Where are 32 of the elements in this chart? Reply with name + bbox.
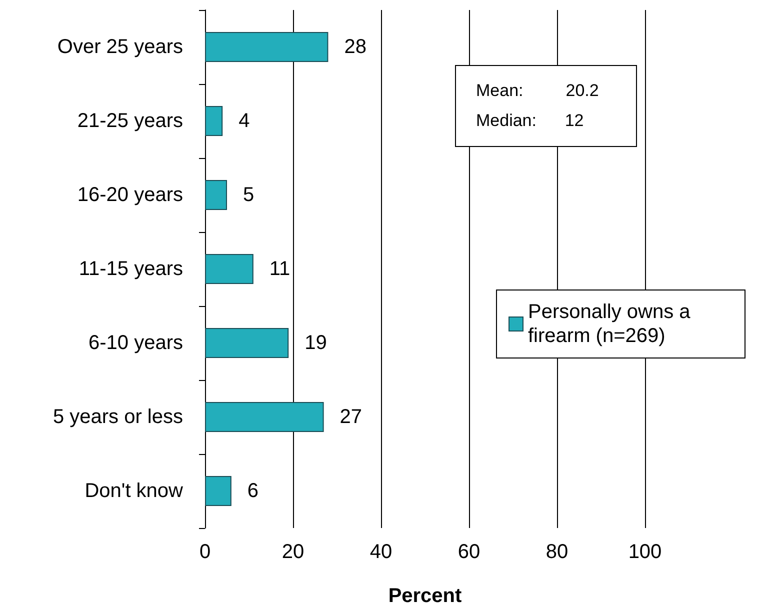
x-axis-title: Percent <box>388 585 462 607</box>
data-label: 19 <box>304 332 327 354</box>
data-label: 6 <box>247 480 259 502</box>
y-tick-label: 11-15 years <box>78 258 183 280</box>
data-label: 28 <box>344 36 366 58</box>
y-tick-label: 21-25 years <box>77 110 183 132</box>
bar <box>205 328 289 358</box>
note-box: Mean: 20.2 Median: 12 <box>455 65 637 147</box>
bar <box>205 180 227 210</box>
y-tick-label: Don't know <box>84 480 184 502</box>
y-tick-label: Over 25 years <box>57 36 183 58</box>
bar <box>205 476 232 506</box>
y-tick-label: 16-20 years <box>77 184 183 206</box>
bar <box>205 254 254 284</box>
x-tick-label: 0 <box>199 541 211 563</box>
x-tick-label: 100 <box>628 541 662 563</box>
x-tick-label: 60 <box>458 541 480 563</box>
bar <box>205 106 223 136</box>
annotation: Mean: 20.2 <box>476 80 600 102</box>
data-label: 5 <box>243 184 254 206</box>
data-label: 11 <box>269 258 290 280</box>
y-tick-label: 6-10 years <box>88 332 183 354</box>
y-tick-label: 5 years or less <box>52 406 183 428</box>
bar <box>205 402 324 432</box>
x-tick-label: 20 <box>282 541 304 563</box>
bar <box>205 32 328 62</box>
legend-label: Personally owns a firearm (n=269) <box>528 301 696 347</box>
data-label: 27 <box>340 406 362 428</box>
annotation: Median: 12 <box>476 110 585 132</box>
x-tick-label: 40 <box>370 541 392 563</box>
x-tick-label: 80 <box>546 541 568 563</box>
data-label: 4 <box>238 110 250 132</box>
